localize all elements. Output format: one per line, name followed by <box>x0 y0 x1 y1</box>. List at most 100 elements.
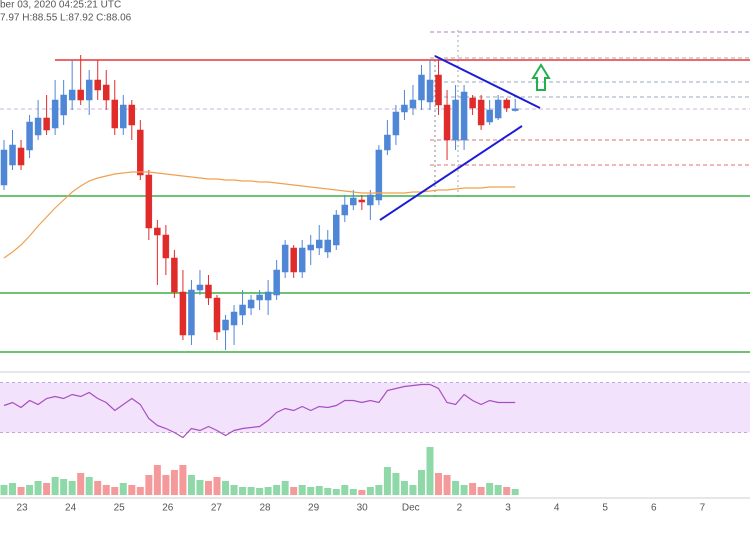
volume-bar <box>256 488 264 495</box>
x-tick-label: 27 <box>211 503 223 514</box>
volume-bar <box>511 489 519 495</box>
x-tick-label: 5 <box>602 503 608 514</box>
candle-body <box>315 239 323 249</box>
candle-body <box>34 117 42 136</box>
volume-bar <box>68 481 76 495</box>
x-tick-label: 26 <box>162 503 174 514</box>
candle-body <box>60 94 67 116</box>
candle-body <box>367 194 374 206</box>
volume-bar <box>383 467 391 495</box>
candle-body <box>392 111 400 136</box>
volume-bar <box>486 483 494 495</box>
candle-body <box>443 104 451 141</box>
candle-body <box>290 247 297 273</box>
volume-bar <box>51 477 59 495</box>
candle-body <box>341 204 349 216</box>
candle-body <box>68 89 76 101</box>
volume-bar <box>469 483 477 495</box>
volume-bar <box>290 487 298 495</box>
candle-body <box>452 99 459 141</box>
volume-bar <box>0 485 8 495</box>
candle-body <box>239 304 246 316</box>
volume-bar <box>426 447 434 495</box>
volume-bar <box>366 487 374 495</box>
candle-body <box>102 84 110 101</box>
x-tick-label: 6 <box>651 503 657 514</box>
candle-body <box>350 197 357 206</box>
candle-body <box>307 244 314 251</box>
volume-bar <box>443 475 451 495</box>
candle-body <box>0 149 8 186</box>
candle-body <box>196 284 204 291</box>
volume-bar <box>503 487 511 495</box>
candle-body <box>179 291 187 336</box>
candle-body <box>401 104 408 113</box>
volume-bar <box>111 487 119 495</box>
candle-body <box>503 99 510 109</box>
volume-bar <box>400 481 408 495</box>
volume-bar <box>213 477 221 495</box>
candle-body <box>477 99 485 126</box>
volume-bar <box>477 487 485 495</box>
volume-bar <box>247 487 255 495</box>
x-tick-label: 3 <box>505 503 511 514</box>
candle-body <box>281 244 289 273</box>
candle-body <box>298 247 306 273</box>
candle-body <box>128 104 136 126</box>
volume-bar <box>307 487 315 495</box>
volume-bar <box>273 485 281 495</box>
volume-bar <box>85 477 93 495</box>
candle-body <box>188 289 195 336</box>
breakout-arrow <box>531 63 551 91</box>
x-tick-label: 28 <box>259 503 271 514</box>
volume-bar <box>34 481 42 495</box>
trend-line <box>379 125 523 221</box>
candle-body <box>120 104 127 129</box>
volume-bar <box>43 483 51 495</box>
candle-body <box>154 227 161 236</box>
candle-body <box>418 74 425 101</box>
volume-bar <box>128 485 136 495</box>
volume-bar <box>162 475 170 495</box>
volume-bar <box>494 485 502 495</box>
x-tick-label: Dec <box>402 503 420 514</box>
candle-body <box>26 121 33 151</box>
rsi-band <box>0 382 750 433</box>
candle-body <box>222 319 229 331</box>
x-tick-label: 30 <box>357 503 369 514</box>
volume-bar <box>452 481 460 495</box>
volume-bar <box>222 481 230 495</box>
x-tick-label: 2 <box>457 503 463 514</box>
candle-body <box>205 284 212 299</box>
volume-bar <box>145 475 153 495</box>
volume-bar <box>281 481 289 495</box>
candle-body <box>375 149 383 201</box>
volume-bar <box>435 473 443 495</box>
candle-body <box>43 117 50 131</box>
rsi-line <box>3 383 516 439</box>
volume-bar <box>324 488 332 495</box>
candle-body <box>273 269 280 296</box>
volume-bar <box>417 470 425 495</box>
volume-bar <box>341 485 349 495</box>
candle-body <box>85 79 93 101</box>
volume-bar <box>136 487 144 495</box>
volume-bar <box>77 473 85 495</box>
x-tick-label: 25 <box>114 503 126 514</box>
volume-bar <box>179 465 187 495</box>
volume-bar <box>204 481 212 495</box>
x-tick-label: 24 <box>65 503 77 514</box>
volume-bar <box>375 485 383 495</box>
candle-body <box>511 108 519 111</box>
candle-body <box>137 129 144 176</box>
volume-bar <box>239 487 247 495</box>
x-tick-label: 29 <box>308 503 320 514</box>
volume-bar <box>358 490 366 495</box>
volume-bar <box>170 470 178 495</box>
candle-body <box>460 91 468 141</box>
volume-bar <box>332 489 340 495</box>
candle-body <box>171 257 178 293</box>
candle-body <box>494 99 502 119</box>
candle-body <box>111 99 119 129</box>
